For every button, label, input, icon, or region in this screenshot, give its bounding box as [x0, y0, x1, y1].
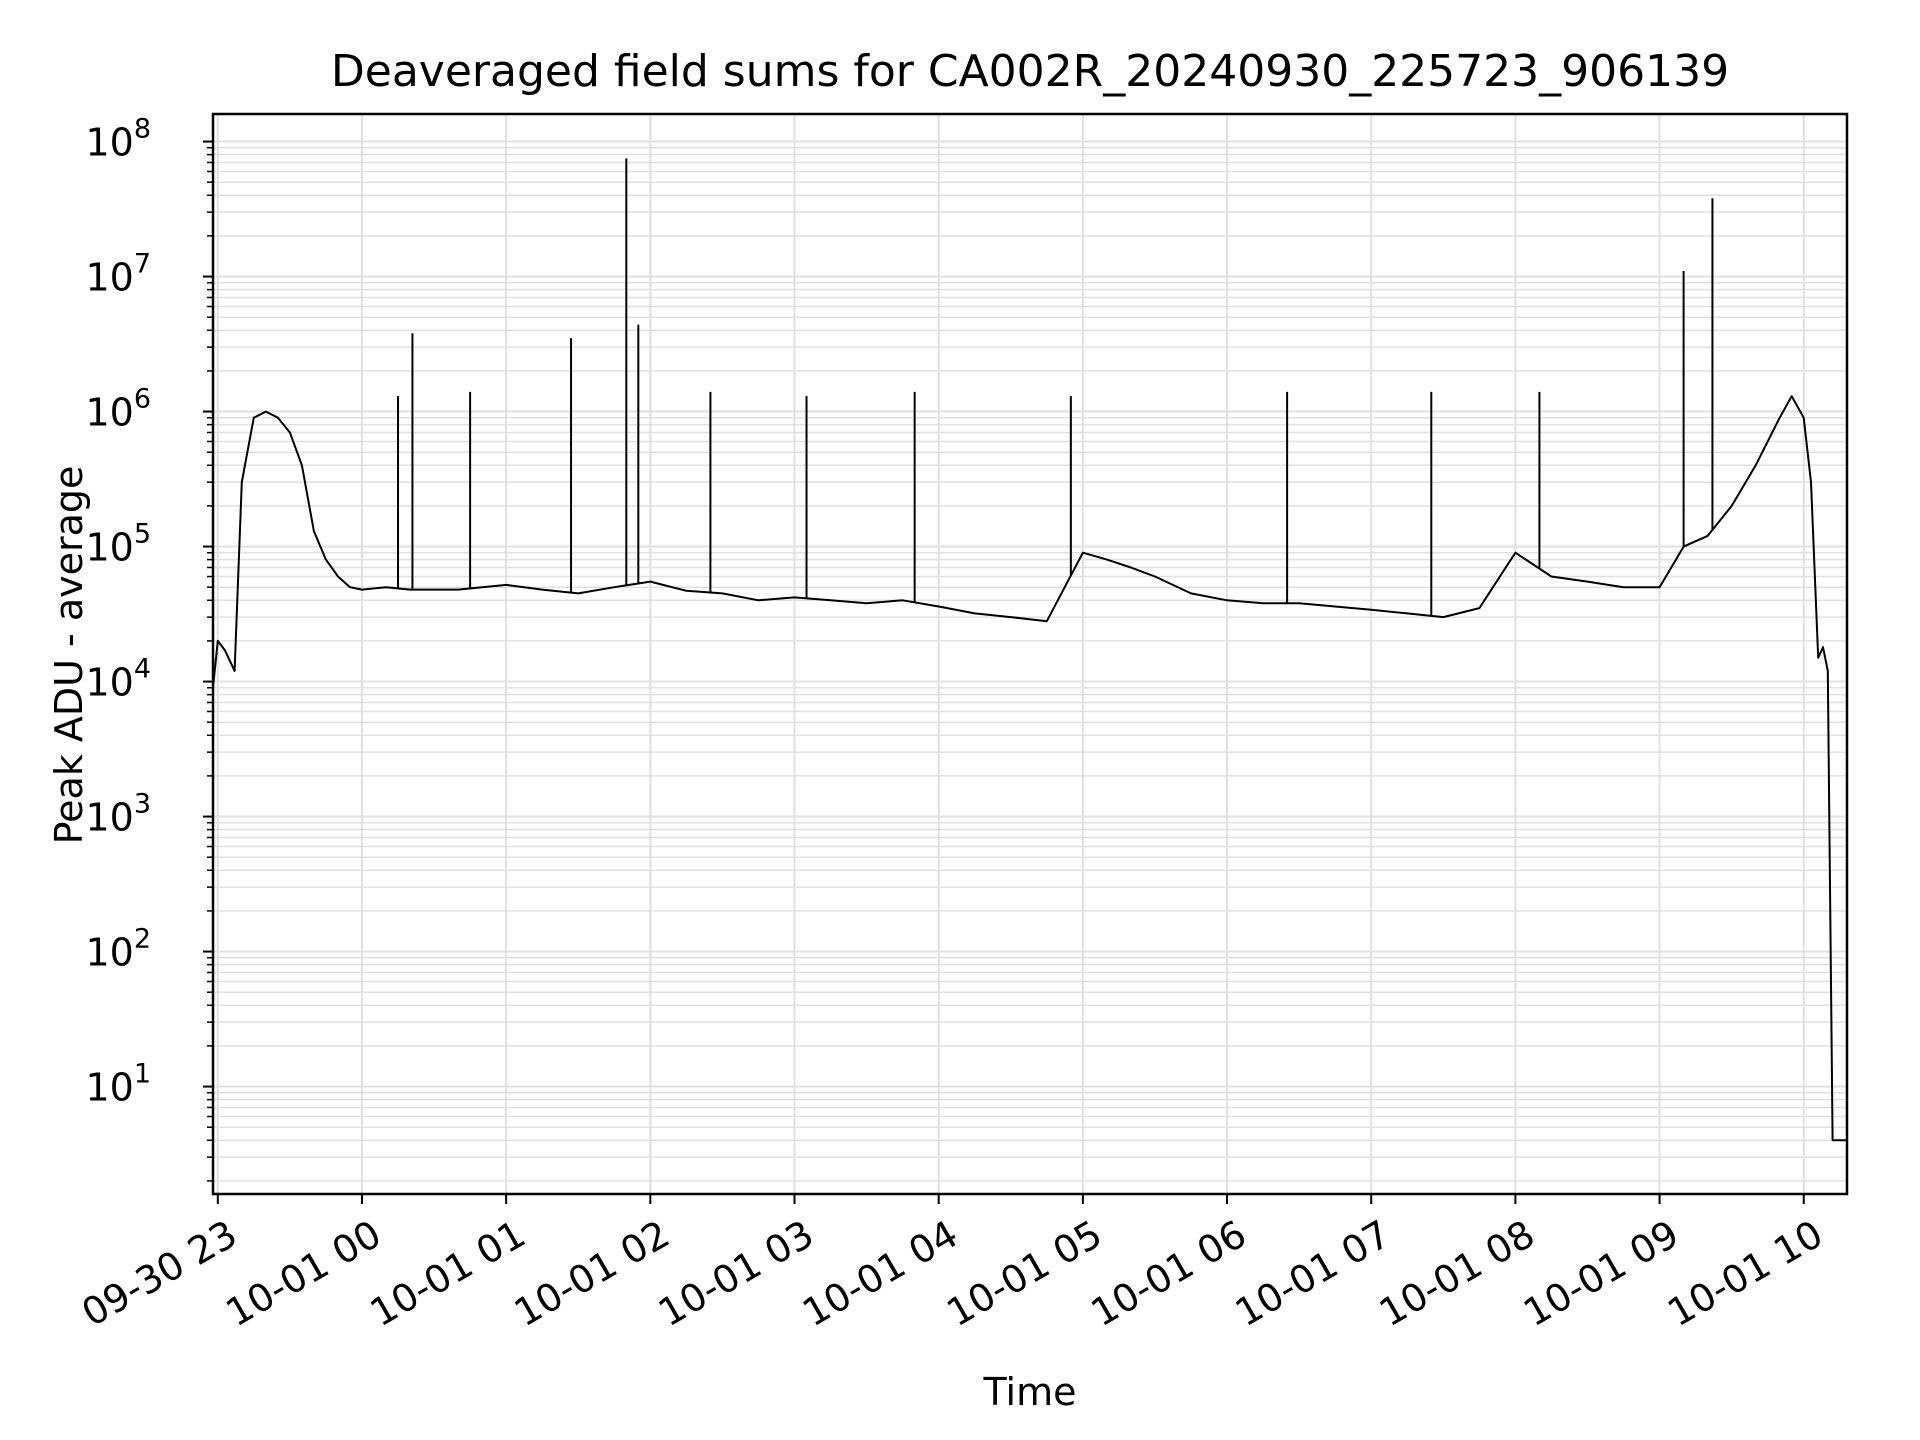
y-tick-label: 106	[85, 384, 151, 435]
y-axis: 101 102 103 104 105 106 107 108	[85, 114, 213, 1182]
x-tick-label: 10-01 04	[795, 1212, 965, 1336]
grid	[213, 114, 1847, 1194]
plot-frame	[211, 112, 1849, 1196]
x-tick-label: 10-01 05	[939, 1212, 1109, 1336]
x-tick-label: 10-01 00	[219, 1212, 389, 1336]
x-tick-label: 10-01 09	[1516, 1212, 1686, 1336]
x-tick-label: 10-01 02	[507, 1212, 677, 1336]
y-tick-label: 102	[85, 924, 151, 975]
x-tick-label: 10-01 03	[651, 1212, 821, 1336]
x-axis-label: Time	[983, 1370, 1077, 1414]
x-tick-label: 10-01 07	[1228, 1212, 1398, 1336]
x-tick-label: 10-01 10	[1660, 1212, 1830, 1336]
x-tick-label: 10-01 01	[363, 1212, 533, 1336]
chart-title: Deaveraged field sums for CA002R_2024093…	[331, 46, 1729, 97]
x-tick-label: 10-01 06	[1084, 1212, 1254, 1336]
y-tick-label: 103	[85, 789, 151, 840]
y-axis-label: Peak ADU - average	[47, 466, 91, 845]
y-tick-label: 107	[85, 249, 151, 300]
x-tick-label: 10-01 08	[1372, 1212, 1542, 1336]
series-line	[212, 158, 1847, 1142]
x-tick-label: 09-30 23	[74, 1212, 244, 1336]
y-tick-label: 104	[85, 654, 151, 705]
y-tick-label: 101	[85, 1059, 151, 1110]
y-tick-label: 105	[85, 519, 151, 570]
y-tick-label: 108	[85, 114, 151, 165]
series-polyline	[212, 395, 1847, 1142]
